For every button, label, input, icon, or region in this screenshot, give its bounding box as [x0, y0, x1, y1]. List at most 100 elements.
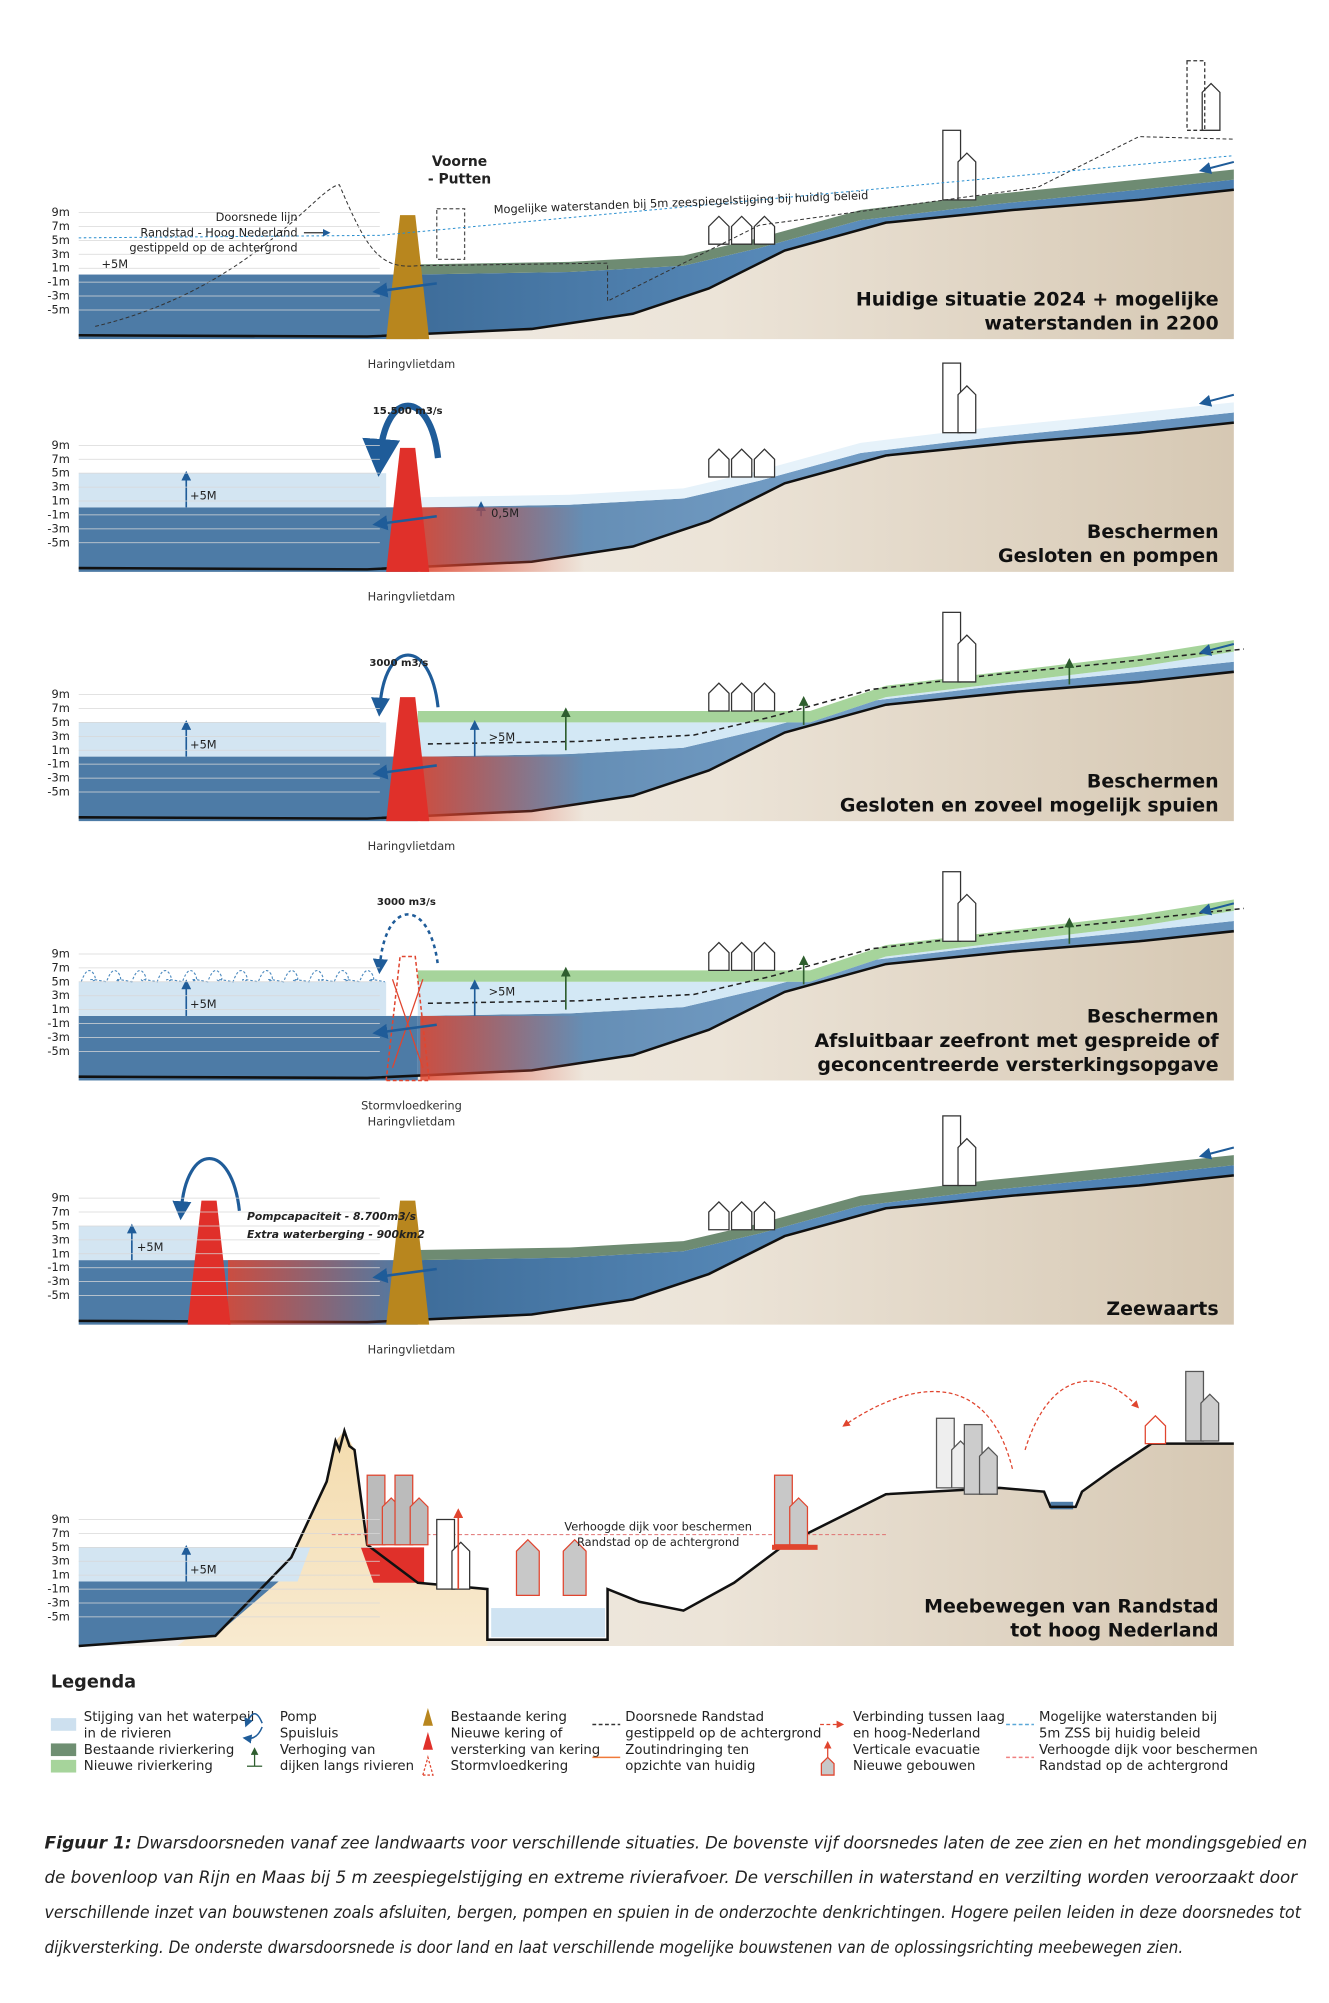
caption: Figuur 1: Dwarsdoorsneden vanaf zee landw…: [45, 1833, 1308, 1957]
axis-label: 3m: [52, 247, 70, 261]
legend-symbol: [242, 1726, 263, 1744]
panel-title: Gesloten en pompen: [998, 545, 1219, 567]
annotation: Voorne: [432, 154, 487, 170]
building: [708, 682, 730, 712]
existing-dike: [417, 169, 1234, 275]
annotation: +5M: [190, 997, 217, 1011]
river-water: [417, 412, 1234, 567]
building: [730, 215, 753, 245]
building: [753, 1201, 776, 1231]
axis-label: 9m: [52, 687, 70, 701]
annotation: - Putten: [428, 172, 491, 188]
panel-title: Beschermen: [1087, 521, 1219, 543]
dam: [386, 215, 430, 340]
dam: [386, 447, 430, 572]
legend-label: Zoutindringing ten: [625, 1743, 749, 1758]
land: [78, 422, 1234, 572]
legend-symbol: [820, 1756, 835, 1776]
caption-line: Dwarsdoorsneden vanaf zee landwaarts voo…: [137, 1833, 1307, 1853]
axis-label: 5m: [52, 715, 70, 729]
river-arrow: [1198, 393, 1235, 407]
connection: [842, 1391, 1014, 1470]
axis-label: 3m: [52, 988, 70, 1002]
building: [409, 1497, 429, 1546]
riverbed: [78, 188, 1234, 338]
axis-label: -5m: [47, 302, 69, 316]
new-dike: [417, 899, 1234, 982]
building: [708, 215, 730, 245]
axis-label: -3m: [47, 521, 69, 535]
pump: [371, 653, 440, 717]
building: [730, 941, 753, 972]
annotation: Doorsnede lijn: [216, 210, 298, 224]
legend-label: Verhoogde dijk voor beschermen: [1039, 1743, 1258, 1758]
waves: [80, 969, 386, 983]
pump: [172, 1157, 241, 1221]
river-water: [417, 179, 1234, 335]
axis-label: -3m: [47, 1274, 69, 1288]
salt-intrusion: [228, 1260, 406, 1325]
building: [1186, 60, 1206, 131]
legend-label: Randstad op de achtergrond: [1039, 1759, 1228, 1774]
river-arrow: [1198, 1146, 1235, 1160]
legend-label: Bestaande rivierkering: [84, 1743, 234, 1758]
panel-title: waterstanden in 2200: [984, 312, 1218, 334]
randstad-line: [95, 136, 1234, 327]
annotation: >5M: [489, 984, 516, 998]
panel-title: Afsluitbaar zeefront met gespreide of: [814, 1030, 1219, 1052]
building: [1144, 1414, 1167, 1445]
axis-label: -1m: [47, 1016, 69, 1030]
building: [957, 384, 977, 434]
axis-label: -5m: [47, 1044, 69, 1058]
axis-label: 5m: [52, 1540, 70, 1554]
storm-barrier: [391, 979, 424, 1069]
sea: [78, 274, 418, 340]
sluice-arrow: [372, 514, 437, 531]
axis-label: -5m: [47, 1288, 69, 1302]
annotation: +5M: [190, 738, 217, 752]
axis-label: 7m: [52, 452, 70, 466]
stilts: [772, 1544, 818, 1550]
axis-label: -1m: [47, 275, 69, 289]
panel-title: tot hoog Nederland: [1010, 1619, 1218, 1641]
annotation: 3000 m3/s: [377, 897, 436, 908]
dam-label: Haringvlietdam: [368, 839, 456, 853]
sea: [78, 1015, 418, 1081]
building: [515, 1538, 540, 1597]
caption-line: verschillende inzet van bouwstenen zoals…: [45, 1903, 1303, 1923]
basin: [491, 1608, 606, 1638]
dam: [386, 1200, 430, 1325]
river-arrow: [1198, 902, 1235, 916]
axis-label: 9m: [52, 1512, 70, 1526]
axis-label: 9m: [52, 438, 70, 452]
caption-line: dijkversterking. De onderste dwarsdoorsn…: [45, 1938, 1184, 1958]
panel-title: Zeewaarts: [1106, 1298, 1218, 1320]
river-arrow: [1198, 160, 1235, 174]
legend-label: dijken langs rivieren: [280, 1759, 414, 1774]
building: [978, 1446, 998, 1495]
axis-label: 1m: [52, 743, 70, 757]
axis-label: 9m: [52, 946, 70, 960]
annotation: gestippeld op de achtergrond: [129, 240, 297, 254]
old-dike-line: [427, 907, 1245, 1005]
building: [562, 1538, 587, 1597]
building: [708, 1201, 730, 1231]
panel-title: Huidige situatie 2024 + mogelijke: [856, 288, 1219, 310]
old-dike-line: [427, 648, 1245, 745]
annotation: 0,5M: [491, 506, 519, 520]
annotation: 15.500 m3/s: [373, 406, 443, 417]
annotation: >5M: [489, 730, 516, 744]
caption-line: de bovenloop van Rijn en Maas bij 5 m ze…: [45, 1868, 1298, 1888]
land: [78, 671, 1234, 822]
legend-label: Nieuwe kering of: [451, 1726, 563, 1741]
axis-label: 5m: [52, 974, 70, 988]
panel-title: geconcentreerde versterkingsopgave: [817, 1054, 1218, 1076]
dam-label: Haringvlietdam: [368, 357, 456, 371]
panel-title: Beschermen: [1087, 770, 1219, 792]
panel-title: Meebewegen van Randstad: [924, 1595, 1219, 1617]
dam: [385, 955, 431, 1082]
riverbed: [78, 1174, 1234, 1324]
